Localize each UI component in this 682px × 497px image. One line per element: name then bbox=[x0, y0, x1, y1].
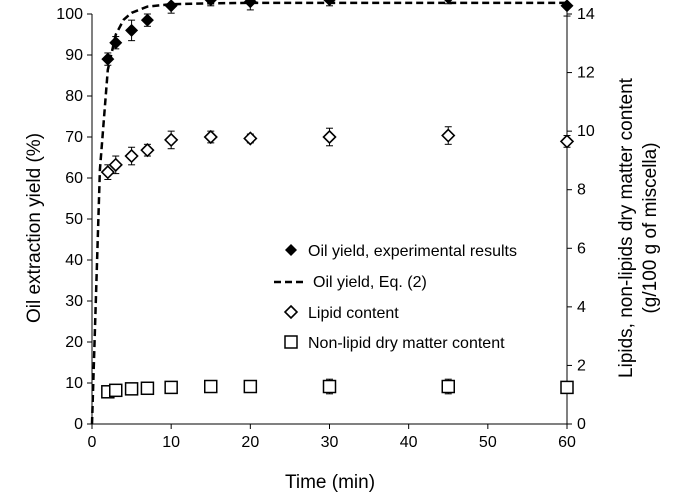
data-point bbox=[125, 23, 139, 37]
y2-tick-label: 8 bbox=[577, 182, 586, 199]
y2-tick-label: 0 bbox=[577, 416, 586, 433]
series-line bbox=[90, 1, 567, 425]
x-tick-label: 30 bbox=[321, 434, 339, 451]
data-point bbox=[204, 379, 218, 394]
filled-diamond-icon bbox=[285, 244, 297, 256]
data-point bbox=[164, 0, 178, 13]
x-axis-title: Time (min) bbox=[285, 472, 375, 493]
legend-item-oil-yield-experimental: Oil yield, experimental results bbox=[285, 243, 517, 260]
series-2 bbox=[100, 126, 575, 180]
data-point bbox=[322, 379, 337, 394]
open-diamond-icon bbox=[283, 304, 299, 320]
legend-label: Oil yield, experimental results bbox=[308, 243, 517, 260]
data-point bbox=[559, 134, 575, 149]
data-point bbox=[140, 13, 154, 27]
series-1 bbox=[90, 1, 567, 425]
y-tick-label: 10 bbox=[65, 375, 83, 392]
legend: Oil yield, experimental results Oil yiel… bbox=[274, 243, 517, 352]
y-tick-label: 20 bbox=[65, 334, 83, 351]
data-point bbox=[560, 380, 574, 395]
legend-item-non-lipid-content: Non-lipid dry matter content bbox=[284, 335, 505, 352]
y2-tick-label: 14 bbox=[577, 6, 595, 23]
legend-label: Oil yield, Eq. (2) bbox=[313, 274, 427, 291]
y-axis-right-ticks: 0 2 4 6 8 10 12 14 bbox=[567, 6, 595, 433]
data-point bbox=[322, 129, 337, 145]
y2-tick-label: 10 bbox=[577, 123, 595, 140]
data-point bbox=[108, 157, 123, 172]
y2-tick-label: 12 bbox=[577, 65, 595, 82]
data-point bbox=[124, 382, 139, 396]
data-point bbox=[243, 379, 258, 394]
y-axis-left-title: Oil extraction yield (%) bbox=[24, 133, 45, 323]
open-square-icon bbox=[284, 335, 298, 349]
x-tick-label: 40 bbox=[400, 434, 418, 451]
x-tick-label: 20 bbox=[241, 434, 259, 451]
y-tick-label: 60 bbox=[65, 170, 83, 187]
data-point bbox=[441, 128, 456, 143]
y-axis-right-title: Lipids, non-lipids dry matter content bbox=[616, 77, 637, 378]
data-point bbox=[441, 379, 455, 394]
y-tick-label: 40 bbox=[65, 252, 83, 269]
x-tick-label: 60 bbox=[558, 434, 576, 451]
x-tick-label: 0 bbox=[88, 434, 97, 451]
data-point bbox=[140, 381, 155, 396]
series-layer bbox=[90, 0, 575, 425]
y-tick-label: 30 bbox=[65, 293, 83, 310]
y-tick-label: 50 bbox=[65, 211, 83, 228]
data-point bbox=[124, 148, 139, 164]
legend-item-lipid-content: Lipid content bbox=[283, 304, 399, 322]
y2-tick-label: 4 bbox=[577, 299, 586, 316]
y-axis-left-ticks: 0 10 20 30 40 50 60 70 80 90 100 bbox=[56, 6, 92, 433]
series-0 bbox=[101, 0, 574, 66]
data-point bbox=[444, 0, 453, 5]
x-tick-label: 50 bbox=[479, 434, 497, 451]
data-point bbox=[243, 131, 258, 146]
series-3 bbox=[101, 378, 574, 399]
y-axis-right-title-line2: (g/100 g of miscella) bbox=[640, 142, 661, 313]
y2-tick-label: 6 bbox=[577, 240, 586, 257]
x-tick-label: 10 bbox=[162, 434, 180, 451]
y-tick-label: 70 bbox=[65, 129, 83, 146]
axes bbox=[91, 14, 568, 425]
legend-label: Lipid content bbox=[308, 305, 399, 322]
y-tick-label: 0 bbox=[74, 416, 83, 433]
data-point bbox=[109, 383, 123, 398]
data-point bbox=[203, 129, 218, 145]
data-point bbox=[164, 132, 179, 148]
legend-label: Non-lipid dry matter content bbox=[308, 335, 505, 352]
y-tick-label: 90 bbox=[65, 47, 83, 64]
y-tick-label: 80 bbox=[65, 88, 83, 105]
data-point bbox=[101, 52, 115, 66]
data-point bbox=[100, 165, 115, 180]
y-tick-label: 100 bbox=[56, 6, 83, 23]
x-axis-ticks: 0 10 20 30 40 50 60 bbox=[88, 424, 576, 451]
legend-item-oil-yield-equation: Oil yield, Eq. (2) bbox=[274, 274, 427, 291]
data-point bbox=[140, 143, 155, 158]
y2-tick-label: 2 bbox=[577, 357, 586, 374]
data-point bbox=[164, 380, 178, 395]
